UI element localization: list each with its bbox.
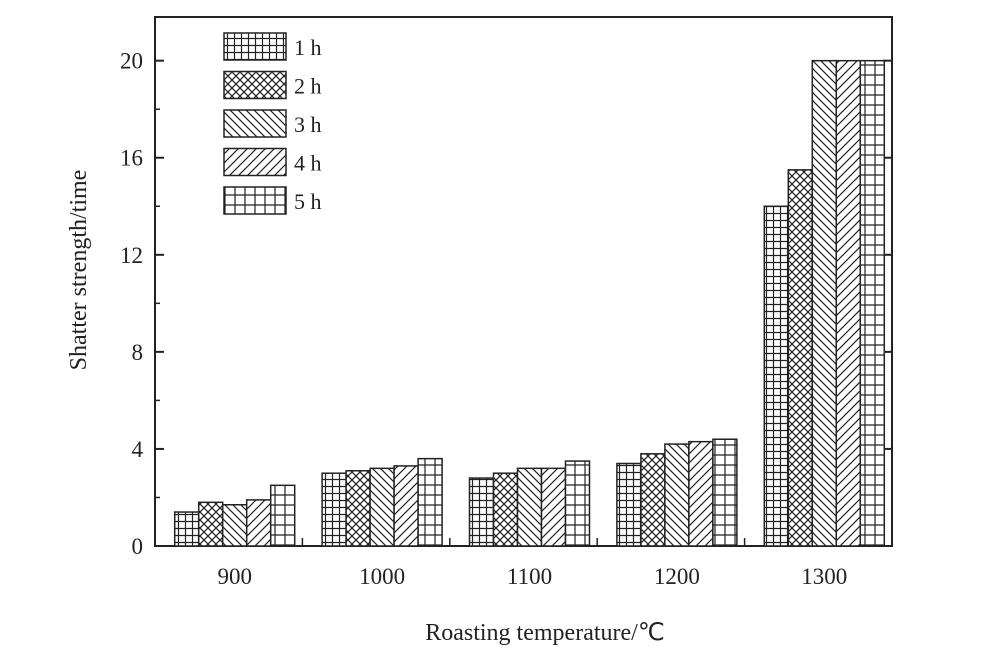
y-tick-label: 16 (120, 146, 143, 171)
legend-swatch (223, 147, 287, 177)
x-tick-label: 900 (217, 564, 252, 589)
bar-1200-4h (688, 440, 714, 547)
legend-swatch (223, 70, 287, 100)
bar-900-5h (269, 484, 296, 547)
bar-1200-3h (664, 443, 690, 547)
bar-1100-1h (468, 477, 495, 547)
bars (173, 59, 886, 547)
legend-label: 3 h (294, 112, 322, 137)
bar-1100-2h (492, 472, 519, 547)
x-axis: 900 1000 1100 1200 1300 (217, 538, 847, 589)
bar-1000-5h (417, 457, 443, 547)
bar-1100-5h (564, 460, 591, 547)
bar-1000-2h (345, 470, 371, 547)
bar-1100-4h (540, 467, 567, 547)
bar-1200-5h (712, 438, 738, 547)
x-tick-label: 1200 (654, 564, 700, 589)
bar-900-2h (197, 501, 224, 547)
x-axis-label: Roasting temperature/℃ (425, 620, 665, 646)
bar-1300-3h (811, 59, 838, 547)
y-tick-label: 0 (132, 534, 144, 559)
legend-label: 2 h (294, 74, 322, 99)
legend-label: 5 h (294, 189, 322, 214)
legend-swatch (223, 186, 287, 215)
legend-label: 4 h (294, 151, 322, 176)
x-tick-label: 1000 (359, 564, 405, 589)
x-tick-label: 1300 (801, 564, 847, 589)
y-tick-label: 8 (132, 340, 144, 365)
bar-900-3h (221, 503, 248, 547)
bar-1200-2h (640, 453, 666, 547)
legend-swatch (223, 32, 287, 61)
bar-900-1h (173, 511, 200, 547)
bar-1300-1h (763, 205, 790, 547)
y-axis-label: Shatter strength/time (66, 170, 92, 371)
x-tick-label: 1100 (507, 564, 552, 589)
bar-1200-1h (616, 462, 642, 547)
y-tick-label: 20 (120, 49, 143, 74)
y-axis: 0 4 8 12 16 20 (120, 49, 892, 559)
bar-1300-5h (859, 59, 886, 547)
bar-900-4h (245, 499, 272, 547)
y-tick-label: 4 (132, 437, 144, 462)
bar-1100-3h (516, 467, 543, 547)
legend: 1 h 2 h 3 h 4 h 5 h (223, 32, 322, 215)
legend-label: 1 h (294, 35, 322, 60)
bar-1300-4h (835, 59, 862, 547)
bar-1000-1h (321, 472, 347, 547)
bar-1000-4h (393, 465, 419, 547)
bar-1300-2h (787, 169, 814, 547)
bar-1000-3h (369, 467, 395, 547)
legend-swatch (223, 109, 287, 138)
y-tick-label: 12 (120, 243, 143, 268)
